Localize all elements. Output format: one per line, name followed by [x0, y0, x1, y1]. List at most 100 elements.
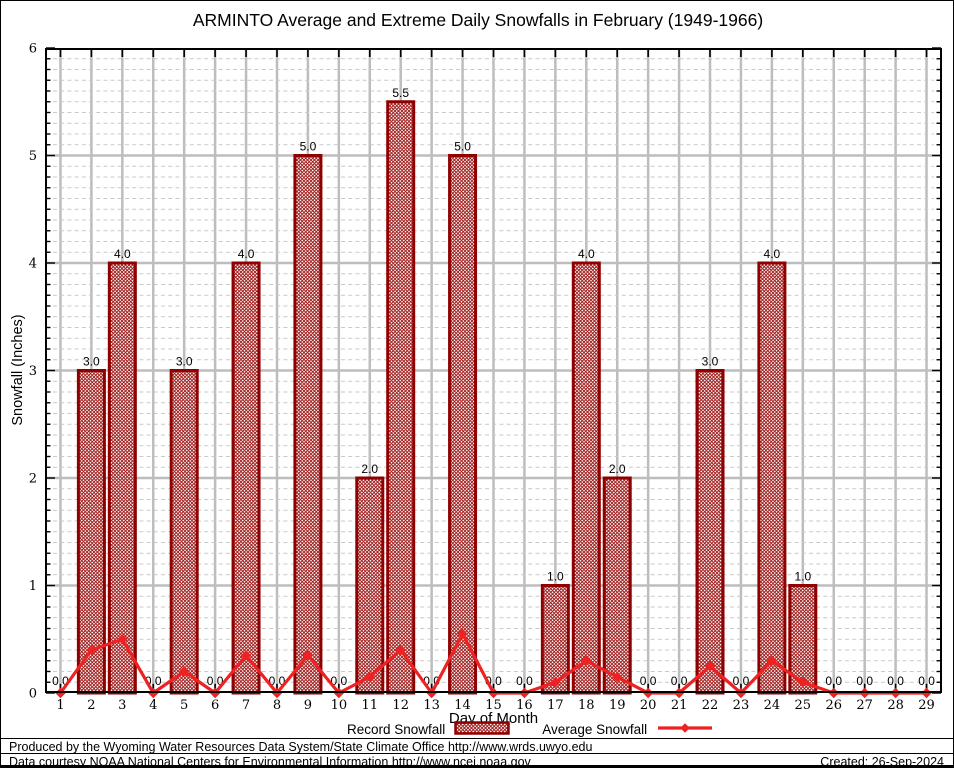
average-swatch-svg — [658, 723, 713, 733]
separator-line-top — [1, 738, 953, 739]
x-tick-label: 28 — [887, 698, 904, 713]
legend-record-label: Record Snowfall — [347, 722, 446, 737]
x-tick-label: 3 — [118, 698, 126, 713]
x-tick-label: 7 — [242, 698, 250, 713]
x-tick-label: 6 — [211, 698, 219, 713]
y-axis-title: Snowfall (Inches) — [10, 314, 26, 426]
bar-value-label: 3.0 — [83, 355, 100, 369]
bar-value-label: 5.0 — [454, 140, 471, 154]
bar-value-label: 5.0 — [300, 140, 317, 154]
x-tick-label: 22 — [702, 698, 719, 713]
average-snowfall-marker — [612, 671, 623, 683]
x-tick-label: 25 — [795, 698, 812, 713]
y-tick-label: 5 — [29, 149, 37, 164]
average-snowfall-line-icon — [656, 721, 714, 738]
y-tick-label: 1 — [29, 579, 37, 594]
y-tick-label: 2 — [29, 472, 37, 487]
plot-border — [45, 48, 942, 693]
record-swatch-rect — [454, 721, 511, 735]
record-snowfall-swatch-icon — [454, 721, 511, 738]
bar-value-label: 1.0 — [794, 570, 811, 584]
bar-value-label: 0.0 — [516, 674, 533, 688]
bar-value-label: 4.0 — [114, 247, 131, 261]
average-snowfall-marker — [581, 655, 592, 666]
y-tick-label: 6 — [29, 42, 37, 57]
footer-data-courtesy: Data courtesy NOAA National Centers for … — [9, 755, 531, 768]
x-tick-label: 16 — [516, 698, 533, 713]
average-snowfall-marker — [797, 677, 809, 688]
bar-value-label: 0.0 — [918, 674, 935, 688]
created-date: Created: 26-Sep-2024 — [820, 755, 944, 768]
bar-value-label: 4.0 — [764, 247, 781, 261]
x-tick-label: 14 — [454, 698, 471, 713]
x-tick-label: 23 — [733, 698, 750, 713]
x-tick-label: 4 — [149, 698, 157, 713]
record-snowfall-bar — [386, 100, 416, 695]
bar-value-label: 0.0 — [207, 674, 224, 688]
bar-value-label: 0.0 — [640, 674, 657, 688]
x-tick-label: 9 — [304, 698, 312, 713]
x-tick-label: 1 — [56, 698, 64, 713]
x-tick-label: 26 — [825, 698, 842, 713]
legend: Record Snowfall Average Snowfall — [347, 721, 714, 738]
average-snowfall-marker — [302, 650, 314, 661]
x-tick-label: 15 — [485, 698, 502, 713]
bar-value-label: 0.0 — [331, 674, 348, 688]
bar-value-label: 0.0 — [269, 674, 286, 688]
record-snowfall-bar — [76, 369, 106, 695]
average-snowfall-marker — [364, 671, 375, 683]
average-snowfall-marker — [117, 634, 128, 645]
x-tick-label: 20 — [640, 698, 657, 713]
chart-svg: 0.0 3.0 4.0 0.0 3.0 0.0 4.0 0.0 5.0 0.0 2.0 5.5 0.0 5… — [29, 42, 942, 713]
bar-value-label: 0.0 — [887, 674, 904, 688]
footer-produced-by: Produced by the Wyoming Water Resources … — [9, 740, 593, 754]
x-tick-label: 10 — [331, 698, 348, 713]
average-snowfall-marker — [240, 650, 252, 661]
bar-value-label: 2.0 — [609, 462, 626, 476]
record-snowfall-bar — [571, 261, 601, 695]
bar-value-label: 0.0 — [671, 674, 688, 688]
chart-title: ARMINTO Average and Extreme Daily Snowfa… — [192, 10, 764, 30]
bar-value-label: 0.0 — [733, 674, 750, 688]
plot-area: 0.0 3.0 4.0 0.0 3.0 0.0 4.0 0.0 5.0 0.0 2.0 5.5 0.0 5… — [29, 42, 942, 713]
record-snowfall-bar — [355, 476, 385, 695]
bar-value-label: 4.0 — [578, 247, 595, 261]
x-tick-label: 21 — [671, 698, 688, 713]
record-swatch-svg — [454, 721, 511, 735]
average-snowfall-marker — [766, 655, 778, 666]
average-swatch-marker — [680, 723, 690, 733]
x-tick-label: 8 — [273, 698, 281, 713]
record-snowfall-bar — [695, 369, 725, 695]
record-snowfall-bar — [602, 476, 632, 695]
average-snowfall-marker — [550, 677, 561, 688]
x-tick-label: 19 — [609, 698, 626, 713]
x-tick-label: 27 — [856, 698, 873, 713]
bar-value-label: 3.0 — [176, 355, 193, 369]
record-snowfall-bar — [107, 261, 137, 695]
average-snowfall-marker — [86, 644, 97, 656]
x-tick-label: 13 — [423, 698, 440, 713]
x-tick-label: 11 — [362, 698, 379, 713]
bar-value-label: 4.0 — [238, 247, 255, 261]
record-snowfall-bar — [231, 261, 261, 695]
y-tick-label: 4 — [29, 257, 37, 272]
x-tick-label: 17 — [547, 698, 564, 713]
bar-value-label: 0.0 — [825, 674, 842, 688]
record-snowfall-bar — [169, 369, 199, 695]
average-snowfall-marker — [457, 628, 468, 640]
x-tick-label: 5 — [180, 698, 188, 713]
record-snowfall-bar — [293, 154, 323, 695]
x-tick-label: 29 — [918, 698, 935, 713]
average-snowfall-marker — [178, 666, 190, 677]
average-snowfall-marker — [704, 660, 716, 672]
bar-value-label: 1.0 — [547, 570, 564, 584]
average-snowfall-marker — [395, 644, 406, 656]
bar-value-label: 3.0 — [702, 355, 719, 369]
x-tick-label: 24 — [764, 698, 781, 713]
bar-value-label: 0.0 — [856, 674, 873, 688]
separator-line-bottom — [1, 753, 953, 754]
record-snowfall-bar — [757, 261, 787, 695]
x-tick-label: 2 — [87, 698, 95, 713]
bar-value-label: 5.5 — [392, 86, 409, 100]
